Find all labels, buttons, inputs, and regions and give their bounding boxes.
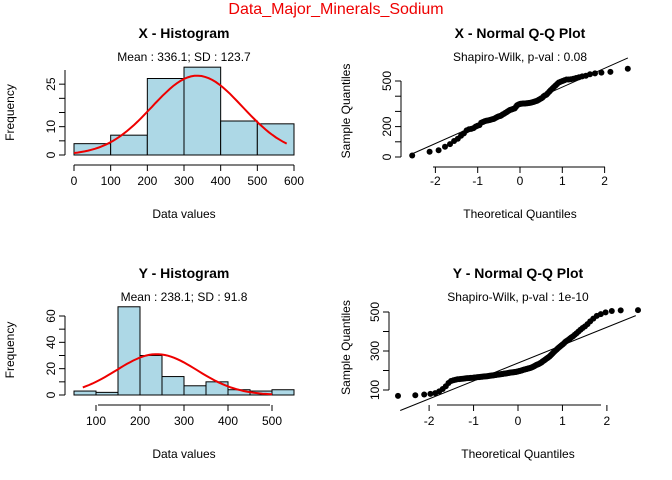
y-axis-label: Frequency bbox=[3, 322, 17, 379]
qq-point bbox=[395, 392, 401, 399]
x-tick-label: 100 bbox=[101, 174, 121, 188]
normal-density-curve bbox=[73, 74, 288, 154]
qq-point bbox=[592, 70, 598, 77]
x-tick-label: 1 bbox=[559, 414, 566, 428]
panel-title: Y - Normal Q-Q Plot bbox=[453, 265, 584, 281]
y-tick-label: 25 bbox=[44, 77, 58, 91]
y-tick-label: 500 bbox=[368, 302, 382, 322]
x-tick-label: 500 bbox=[262, 414, 282, 428]
y-tick-label: 10 bbox=[44, 120, 58, 134]
y-tick-label: 100 bbox=[368, 380, 382, 400]
histogram-bar bbox=[161, 376, 185, 396]
y-axis-label: Sample Quantiles bbox=[339, 300, 353, 395]
histogram-bar bbox=[183, 66, 222, 156]
qq-point bbox=[426, 148, 433, 155]
panel-subtitle: Shapiro-Wilk, p-val : 1e-10 bbox=[447, 290, 589, 304]
panel-subtitle: Mean : 238.1; SD : 91.8 bbox=[121, 290, 248, 304]
x-axis-label: Theoretical Quantiles bbox=[463, 207, 576, 221]
panel-1: X - Histogram Mean : 336.1; SD : 123.7 0 10… bbox=[3, 25, 304, 221]
histogram-bar bbox=[256, 123, 295, 156]
x-tick-label: 400 bbox=[211, 174, 231, 188]
panel-title: X - Normal Q-Q Plot bbox=[455, 25, 586, 41]
qq-point bbox=[412, 392, 419, 399]
x-tick-label: 300 bbox=[174, 414, 194, 428]
qq-point bbox=[624, 65, 631, 72]
qq-point bbox=[608, 308, 615, 314]
y-axis-label: Frequency bbox=[3, 84, 17, 141]
qq-point bbox=[427, 390, 434, 397]
x-tick-label: 500 bbox=[247, 174, 267, 188]
x-tick-label: 300 bbox=[174, 174, 194, 188]
x-tick-label: 200 bbox=[137, 174, 157, 188]
x-tick-label: -2 bbox=[430, 174, 441, 188]
histogram-bar bbox=[183, 385, 207, 396]
x-tick-label: 200 bbox=[130, 414, 150, 428]
panel-4: Y - Normal Q-Q Plot Shapiro-Wilk, p-val :… bbox=[339, 265, 641, 461]
qq-reference-line bbox=[400, 315, 636, 411]
x-tick-label: 0 bbox=[517, 174, 524, 188]
x-tick-label: -1 bbox=[472, 174, 483, 188]
x-axis-label: Theoretical Quantiles bbox=[461, 447, 574, 461]
qq-point bbox=[607, 68, 614, 75]
qq-point bbox=[635, 307, 641, 314]
x-tick-label: -1 bbox=[468, 414, 479, 428]
x-tick-label: 400 bbox=[218, 414, 238, 428]
figure-suptitle: Data_Major_Minerals_Sodium bbox=[228, 1, 443, 18]
y-tick-label: 0 bbox=[44, 151, 58, 158]
qq-point bbox=[442, 143, 448, 150]
x-tick-label: 1 bbox=[559, 174, 566, 188]
qq-point bbox=[597, 311, 604, 318]
x-tick-label: 2 bbox=[604, 414, 611, 428]
histogram-bar bbox=[205, 381, 229, 396]
panel-title: X - Histogram bbox=[138, 25, 229, 41]
histogram-bar bbox=[139, 355, 163, 396]
panel-subtitle: Mean : 336.1; SD : 123.7 bbox=[117, 50, 251, 64]
y-tick-label: 300 bbox=[368, 341, 382, 361]
y-tick-label: 200 bbox=[380, 116, 394, 136]
qq-point bbox=[587, 71, 593, 78]
histogram-bar bbox=[73, 390, 97, 396]
histogram-bar bbox=[95, 391, 119, 396]
x-tick-label: 0 bbox=[515, 414, 522, 428]
x-tick-label: 0 bbox=[71, 174, 78, 188]
qq-point bbox=[447, 141, 453, 148]
x-tick-label: 100 bbox=[86, 414, 106, 428]
qq-point bbox=[421, 391, 428, 398]
panel-subtitle: Shapiro-Wilk, p-val : 0.08 bbox=[453, 50, 587, 64]
y-tick-label: 40 bbox=[44, 335, 58, 349]
histogram-bar bbox=[271, 389, 295, 396]
panel-3: Y - Histogram Mean : 238.1; SD : 91.8 100 2… bbox=[3, 265, 295, 461]
x-axis-label: Data values bbox=[152, 447, 215, 461]
qq-point bbox=[598, 69, 605, 76]
x-axis-label: Data values bbox=[152, 207, 215, 221]
x-tick-label: 600 bbox=[284, 174, 304, 188]
histogram-bar bbox=[220, 120, 258, 156]
qq-point bbox=[435, 147, 442, 154]
panel-title: Y - Histogram bbox=[139, 265, 230, 281]
y-tick-label: 60 bbox=[44, 309, 58, 323]
y-tick-label: 500 bbox=[380, 71, 394, 91]
x-tick-label: 2 bbox=[601, 174, 608, 188]
histogram-bar bbox=[117, 306, 141, 396]
histogram-bar bbox=[146, 78, 185, 156]
qq-point bbox=[409, 152, 416, 159]
panel-2: X - Normal Q-Q Plot Shapiro-Wilk, p-val :… bbox=[339, 25, 631, 221]
x-tick-label: -2 bbox=[424, 414, 435, 428]
y-axis-label: Sample Quantiles bbox=[339, 64, 353, 159]
y-tick-label: 0 bbox=[44, 391, 58, 398]
qq-point bbox=[617, 307, 624, 314]
y-tick-label: 0 bbox=[380, 153, 394, 160]
normal-density-curve bbox=[82, 353, 273, 396]
y-tick-label: 20 bbox=[44, 362, 58, 376]
qq-point bbox=[602, 309, 609, 316]
